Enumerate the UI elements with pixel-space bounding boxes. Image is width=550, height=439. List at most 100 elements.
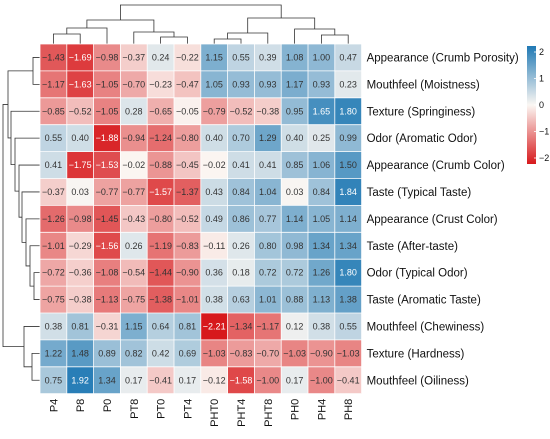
cell-value-label: −1.05 <box>96 79 119 89</box>
color-legend-tick-label: 1 <box>539 74 544 84</box>
cell-value-label: 0.72 <box>286 268 304 278</box>
cell-value-label: 0.17 <box>286 375 304 385</box>
cell-value-label: 0.43 <box>205 187 223 197</box>
heatmap-cell <box>200 339 228 368</box>
cell-value-label: 0.49 <box>205 214 223 224</box>
heatmap-cell <box>227 232 255 260</box>
cell-value-label: 0.93 <box>232 79 250 89</box>
cell-value-label: 1.84 <box>339 187 357 197</box>
heatmap-cell <box>147 205 175 233</box>
heatmap-cell <box>40 151 68 179</box>
cell-value-label: 0.41 <box>232 160 250 170</box>
heatmap-cell <box>200 259 228 287</box>
column-label: PH0 <box>290 399 302 420</box>
heatmap-cell <box>227 151 255 179</box>
cell-value-label: 0.69 <box>179 348 197 358</box>
heatmap-cell <box>254 97 282 125</box>
cell-value-label: −0.47 <box>176 79 199 89</box>
cell-value-label: −0.77 <box>122 187 145 197</box>
heatmap-cell <box>308 124 336 152</box>
heatmap-cell <box>40 70 68 99</box>
cell-value-label: 1.08 <box>286 52 304 62</box>
heatmap-cell <box>254 44 282 72</box>
heatmap-cell <box>40 286 68 314</box>
cell-value-label: 1.01 <box>259 295 277 305</box>
row-dendrogram <box>2 57 40 381</box>
cell-value-label: −0.94 <box>122 133 145 143</box>
cell-value-label: −1.08 <box>96 268 119 278</box>
heatmap-cell <box>147 339 175 368</box>
heatmap-cell <box>66 366 94 394</box>
cell-value-label: −0.41 <box>149 375 172 385</box>
heatmap-cell <box>93 366 121 394</box>
heatmap-cell <box>281 124 309 152</box>
cell-value-label: 0.82 <box>125 348 143 358</box>
heatmap-cell <box>174 259 202 287</box>
cell-value-label: −1.17 <box>42 79 65 89</box>
column-label: PH4 <box>316 399 328 420</box>
dendrogram-link <box>213 38 242 44</box>
heatmap-cell <box>66 286 94 314</box>
cell-value-label: 0.41 <box>259 160 277 170</box>
heatmap-cell <box>66 44 94 72</box>
heatmap-cell <box>334 178 362 206</box>
cell-value-label: 1.00 <box>313 52 331 62</box>
cell-value-label: −1.03 <box>283 348 306 358</box>
dendrogram-link <box>21 191 40 243</box>
cell-value-label: −0.90 <box>310 348 333 358</box>
row-label: Appearance (Crust Color) <box>367 214 498 226</box>
heatmap-cell <box>254 339 282 368</box>
dendrogram-link <box>294 28 336 44</box>
heatmap-cell <box>308 97 336 125</box>
heatmap-cell <box>120 178 148 206</box>
cell-value-label: 0.86 <box>232 214 250 224</box>
cell-value-label: 1.15 <box>205 52 223 62</box>
heatmap-cell <box>227 178 255 206</box>
cell-value-label: −0.22 <box>176 52 199 62</box>
heatmap-cell <box>281 259 309 287</box>
heatmap-cell <box>308 259 336 287</box>
heatmap-cell <box>66 124 94 152</box>
cell-value-label: 1.17 <box>286 79 304 89</box>
heatmap-cell <box>308 339 336 368</box>
cell-value-label: 0.55 <box>339 321 357 331</box>
heatmap-cell <box>227 124 255 152</box>
heatmap-cell <box>147 97 175 125</box>
heatmap-cell <box>334 313 362 341</box>
heatmap-cell <box>308 44 336 72</box>
cell-value-label: −0.98 <box>69 214 92 224</box>
cell-value-label: −0.05 <box>176 106 199 116</box>
dendrogram-link <box>29 245 40 287</box>
heatmap-cell <box>93 286 121 314</box>
heatmap-cell <box>227 339 255 368</box>
cell-value-label: −0.41 <box>337 375 360 385</box>
heatmap-cell <box>281 178 309 206</box>
column-label: PHT0 <box>209 399 221 427</box>
cell-value-label: −1.03 <box>337 348 360 358</box>
heatmap-cell <box>227 44 255 72</box>
heatmap-cell <box>120 366 148 394</box>
row-label: Odor (Aromatic Odor) <box>367 133 478 145</box>
cell-value-label: 0.47 <box>339 52 357 62</box>
column-labels: P4 P8 P0 PT8 PT0 PT4 PHT0 PHT4 PHT8 PH0 PH4 PH8 <box>48 399 355 427</box>
cell-value-label: −1.88 <box>96 133 119 143</box>
cell-value-label: −1.26 <box>42 214 65 224</box>
heatmap-cell <box>93 313 121 341</box>
cell-value-label: −0.36 <box>69 268 92 278</box>
cell-value-label: −0.75 <box>42 295 65 305</box>
dendrogram-link <box>321 34 349 44</box>
heatmap-cell <box>308 70 336 99</box>
cell-value-label: 1.34 <box>98 375 116 385</box>
dendrogram-link <box>33 272 40 300</box>
heatmap-cell <box>308 232 336 260</box>
cell-value-label: −1.01 <box>42 241 65 251</box>
cell-value-label: 0.03 <box>71 187 89 197</box>
cell-value-label: −1.24 <box>149 133 172 143</box>
heatmap-cell <box>93 339 121 368</box>
cell-value-label: 0.81 <box>179 321 197 331</box>
cell-value-label: 1.15 <box>125 321 143 331</box>
row-label: Taste (Aromatic Taste) <box>367 295 481 307</box>
cell-value-label: −0.98 <box>96 52 119 62</box>
heatmap-cell <box>147 286 175 314</box>
row-labels: Appearance (Crumb Porosity) Mouthfeel (Mo… <box>367 52 519 387</box>
